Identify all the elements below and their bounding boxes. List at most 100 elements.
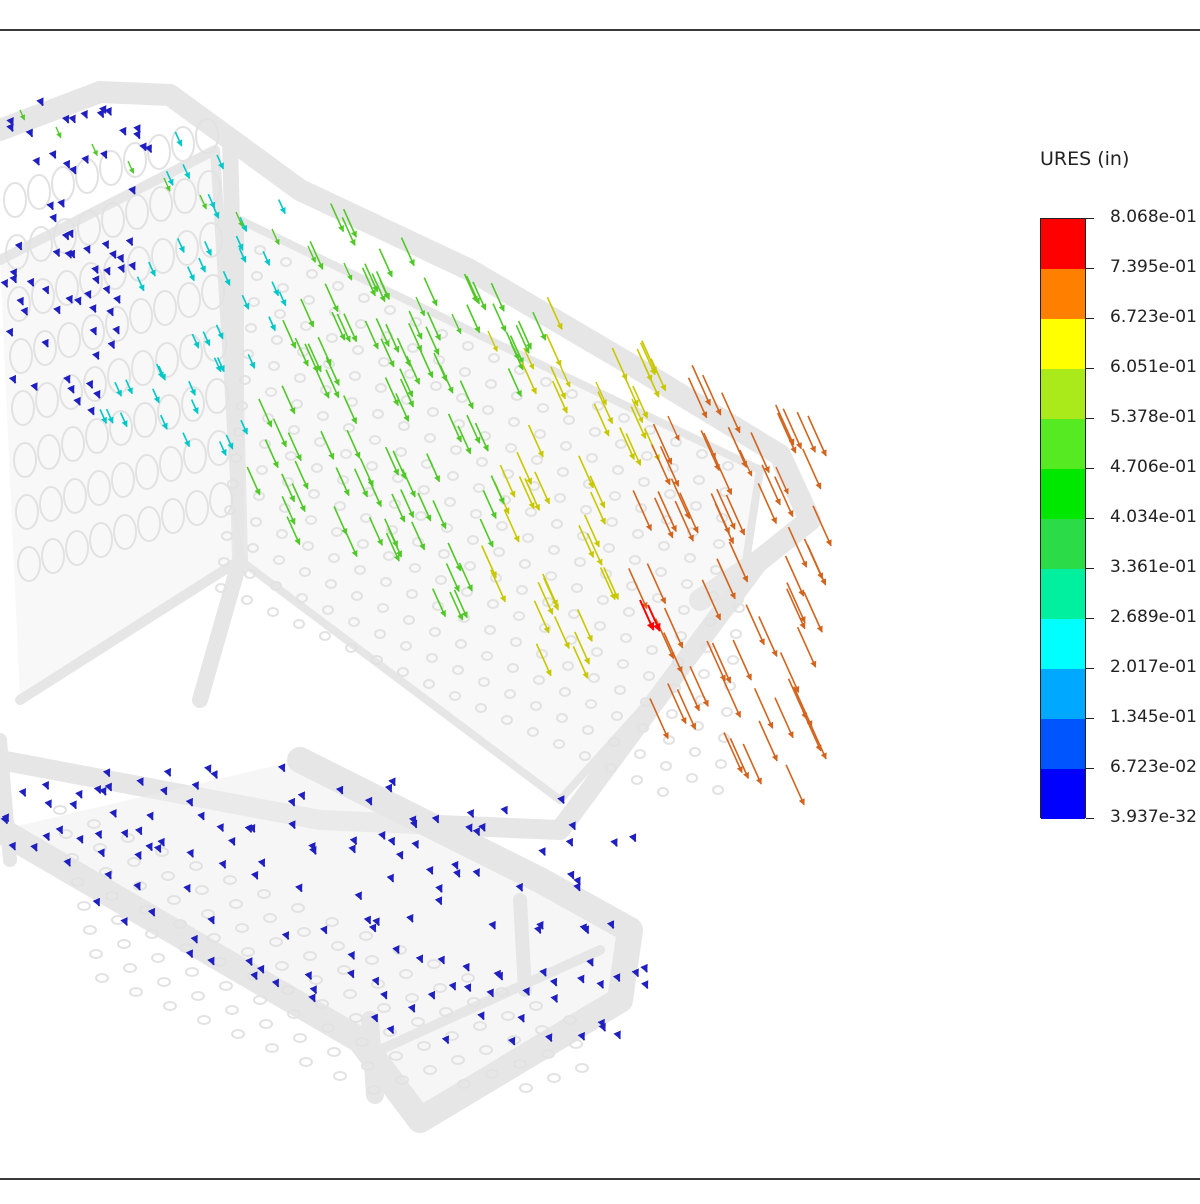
displacement-arrow — [384, 783, 393, 793]
perforation-hole — [438, 549, 450, 559]
displacement-arrow — [577, 1031, 586, 1041]
displacement-arrow — [106, 307, 114, 317]
displacement-arrow — [99, 150, 108, 160]
perforation-hole — [631, 775, 643, 785]
displacement-arrow — [406, 913, 414, 923]
perforation-hole — [493, 547, 505, 557]
perforation-hole — [348, 617, 360, 627]
displacement-arrow — [481, 545, 497, 579]
displacement-arrow — [146, 811, 154, 821]
perforation-hole — [55, 270, 79, 306]
displacement-arrow — [113, 294, 121, 304]
displacement-arrow — [750, 432, 770, 474]
displacement-arrow — [490, 475, 505, 505]
displacement-arrow — [782, 408, 802, 450]
perforation-hole — [575, 1063, 589, 1073]
displacement-arrow — [5, 327, 14, 337]
displacement-arrow — [65, 294, 73, 304]
displacement-arrow — [25, 128, 34, 138]
perforation-hole — [395, 1075, 409, 1085]
perforation-hole — [559, 687, 571, 697]
cart-top-rim — [0, 81, 821, 611]
perforation-hole — [308, 489, 320, 499]
perforation-hole — [540, 377, 552, 387]
displacement-arrow — [240, 419, 248, 435]
displacement-arrow — [487, 330, 498, 352]
perforation-hole — [17, 546, 41, 582]
displacement-arrow — [343, 395, 358, 425]
displacement-arrow — [109, 808, 117, 818]
perforation-hole — [99, 150, 123, 186]
perforation-hole — [502, 469, 514, 479]
displacement-arrow — [372, 917, 380, 927]
displacement-arrow — [128, 185, 136, 195]
perforation-hole — [606, 517, 618, 527]
displacement-arrow — [174, 131, 183, 147]
displacement-arrow — [639, 599, 655, 631]
displacement-arrow — [652, 423, 673, 465]
displacement-arrow — [384, 377, 399, 407]
displacement-arrow — [537, 581, 554, 615]
displacement-arrow — [579, 923, 588, 933]
perforation-hole — [349, 371, 361, 381]
displacement-arrow — [595, 381, 607, 406]
displacement-arrow — [348, 844, 356, 854]
displacement-arrow — [281, 495, 296, 525]
displacement-arrow — [745, 604, 765, 646]
displacement-arrow — [521, 361, 537, 395]
displacement-arrow — [257, 858, 266, 868]
displacement-arrow — [757, 483, 778, 524]
perforation-hole — [467, 997, 481, 1007]
displacement-arrow — [198, 257, 206, 273]
displacement-arrow — [19, 109, 26, 121]
perforation-hole — [696, 449, 708, 459]
displacement-arrow — [44, 799, 52, 809]
displacement-arrow — [93, 785, 102, 794]
displacement-arrow — [452, 868, 461, 878]
displacement-arrow — [277, 763, 286, 773]
displacement-arrow — [395, 850, 404, 860]
perforation-hole — [707, 591, 719, 601]
displacement-arrow — [451, 313, 462, 335]
perforation-hole — [485, 1069, 499, 1079]
displacement-arrow — [258, 398, 273, 428]
displacement-arrow — [41, 285, 50, 295]
displacement-arrow — [112, 325, 120, 335]
displacement-arrow — [67, 384, 75, 394]
displacement-arrow — [246, 466, 261, 496]
displacement-arrow — [336, 313, 351, 343]
perforation-hole — [87, 819, 101, 829]
displacement-arrow — [573, 876, 581, 886]
displacement-arrow — [640, 963, 648, 973]
perforation-hole — [281, 985, 295, 995]
displacement-arrow — [785, 764, 805, 806]
perforation-hole — [7, 286, 31, 322]
displacement-arrow — [590, 491, 606, 525]
displacement-arrow — [1, 813, 10, 823]
displacement-arrow — [342, 208, 357, 238]
displacement-arrow — [796, 626, 817, 668]
displacement-arrow — [262, 251, 271, 266]
displacement-arrow — [294, 337, 309, 367]
perforation-hole — [488, 353, 500, 363]
displacement-arrow — [182, 432, 191, 448]
displacement-arrow — [447, 542, 462, 572]
perforation-hole — [605, 763, 617, 773]
perforation-hole — [37, 434, 61, 470]
displacement-arrow — [182, 164, 191, 180]
displacement-arrow — [599, 567, 616, 601]
legend-swatch — [1041, 469, 1085, 519]
displacement-arrow — [492, 303, 507, 333]
perforation-hole — [560, 441, 572, 451]
displacement-arrow — [197, 811, 205, 821]
perforation-hole — [280, 257, 292, 267]
perforation-hole — [197, 1015, 211, 1025]
displacement-arrow — [354, 891, 363, 901]
displacement-arrow — [144, 144, 153, 154]
displacement-arrow — [632, 490, 652, 532]
perforation-hole — [689, 747, 701, 757]
perforation-hole — [239, 375, 251, 385]
displacement-arrow — [433, 352, 448, 382]
legend-label: 8.068e-01 — [1110, 207, 1197, 227]
